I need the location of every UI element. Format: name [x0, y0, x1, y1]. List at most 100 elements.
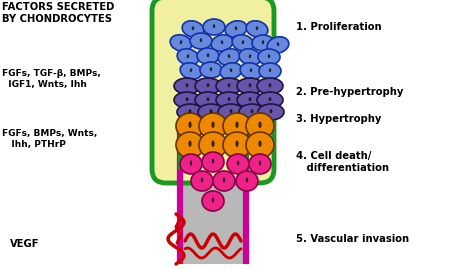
Ellipse shape — [237, 78, 263, 94]
Ellipse shape — [235, 26, 237, 30]
Ellipse shape — [180, 154, 202, 174]
Ellipse shape — [200, 38, 202, 42]
Ellipse shape — [269, 83, 272, 87]
Text: FGFs, TGF-β, BMPs,
  IGF1, Wnts, Ihh: FGFs, TGF-β, BMPs, IGF1, Wnts, Ihh — [2, 69, 101, 89]
Ellipse shape — [239, 104, 265, 120]
Ellipse shape — [210, 109, 212, 113]
Ellipse shape — [249, 54, 251, 58]
Ellipse shape — [223, 178, 225, 182]
Text: VEGF: VEGF — [10, 239, 39, 249]
Ellipse shape — [236, 140, 238, 147]
Ellipse shape — [232, 35, 254, 51]
Ellipse shape — [257, 78, 283, 94]
Ellipse shape — [190, 33, 212, 49]
Ellipse shape — [269, 68, 271, 72]
Ellipse shape — [189, 140, 191, 147]
Ellipse shape — [223, 113, 251, 139]
Ellipse shape — [246, 21, 268, 37]
Ellipse shape — [255, 26, 258, 30]
Ellipse shape — [202, 152, 224, 172]
Ellipse shape — [250, 68, 252, 72]
Ellipse shape — [270, 109, 273, 113]
Ellipse shape — [177, 104, 203, 120]
Ellipse shape — [246, 113, 274, 139]
Ellipse shape — [239, 49, 261, 65]
Text: 1. Proliferation: 1. Proliferation — [296, 22, 382, 32]
Ellipse shape — [237, 161, 239, 165]
Ellipse shape — [207, 53, 209, 57]
Ellipse shape — [198, 104, 224, 120]
Ellipse shape — [182, 21, 204, 37]
Ellipse shape — [199, 113, 227, 139]
FancyBboxPatch shape — [152, 0, 274, 183]
Ellipse shape — [268, 54, 270, 58]
Ellipse shape — [174, 92, 200, 108]
Ellipse shape — [189, 121, 191, 128]
Text: 4. Cell death/
   differentiation: 4. Cell death/ differentiation — [296, 151, 389, 173]
Ellipse shape — [187, 54, 189, 58]
Ellipse shape — [257, 92, 283, 108]
Ellipse shape — [228, 54, 230, 58]
Ellipse shape — [242, 40, 244, 44]
Ellipse shape — [211, 35, 233, 51]
Ellipse shape — [259, 161, 261, 165]
Ellipse shape — [258, 121, 262, 128]
Ellipse shape — [185, 97, 189, 101]
Ellipse shape — [267, 37, 289, 53]
Ellipse shape — [211, 140, 215, 147]
Ellipse shape — [248, 97, 251, 101]
Ellipse shape — [259, 63, 281, 79]
Ellipse shape — [236, 121, 238, 128]
Ellipse shape — [218, 104, 244, 120]
Ellipse shape — [185, 83, 189, 87]
Ellipse shape — [191, 26, 194, 30]
Text: 2. Pre-hypertrophy: 2. Pre-hypertrophy — [296, 87, 403, 97]
Ellipse shape — [227, 154, 249, 174]
Ellipse shape — [211, 121, 215, 128]
Ellipse shape — [246, 132, 274, 158]
Ellipse shape — [210, 67, 212, 71]
Ellipse shape — [230, 68, 232, 72]
Ellipse shape — [176, 113, 204, 139]
Ellipse shape — [262, 40, 264, 44]
Ellipse shape — [176, 132, 204, 158]
Ellipse shape — [277, 42, 279, 46]
Ellipse shape — [200, 62, 222, 78]
Ellipse shape — [195, 92, 221, 108]
Ellipse shape — [201, 178, 203, 182]
Text: FGFs, BMPs, Wnts,
   Ihh, PTHrP: FGFs, BMPs, Wnts, Ihh, PTHrP — [2, 129, 97, 149]
Ellipse shape — [237, 92, 263, 108]
Ellipse shape — [189, 109, 191, 113]
Ellipse shape — [202, 191, 224, 211]
Ellipse shape — [213, 24, 215, 28]
Text: 3. Hypertrophy: 3. Hypertrophy — [296, 114, 382, 124]
Ellipse shape — [180, 63, 202, 79]
Ellipse shape — [207, 97, 210, 101]
Ellipse shape — [236, 171, 258, 191]
Ellipse shape — [174, 78, 200, 94]
Ellipse shape — [246, 178, 248, 182]
Ellipse shape — [190, 68, 192, 72]
Ellipse shape — [190, 161, 192, 165]
Ellipse shape — [223, 132, 251, 158]
Bar — [180, 121, 246, 264]
Ellipse shape — [240, 63, 262, 79]
Text: FACTORS SECRETED
BY CHONDROCYTES: FACTORS SECRETED BY CHONDROCYTES — [2, 2, 114, 24]
Ellipse shape — [207, 83, 210, 87]
Ellipse shape — [228, 97, 230, 101]
Text: 5. Vascular invasion: 5. Vascular invasion — [296, 234, 409, 244]
Ellipse shape — [199, 132, 227, 158]
Ellipse shape — [216, 78, 242, 94]
Ellipse shape — [269, 97, 272, 101]
Ellipse shape — [248, 83, 251, 87]
Ellipse shape — [258, 104, 284, 120]
Ellipse shape — [251, 109, 254, 113]
Ellipse shape — [218, 49, 240, 65]
Ellipse shape — [191, 171, 213, 191]
Ellipse shape — [203, 19, 225, 35]
Ellipse shape — [249, 154, 271, 174]
Ellipse shape — [258, 140, 262, 147]
Ellipse shape — [252, 35, 274, 51]
Ellipse shape — [258, 49, 280, 65]
Ellipse shape — [212, 197, 214, 203]
